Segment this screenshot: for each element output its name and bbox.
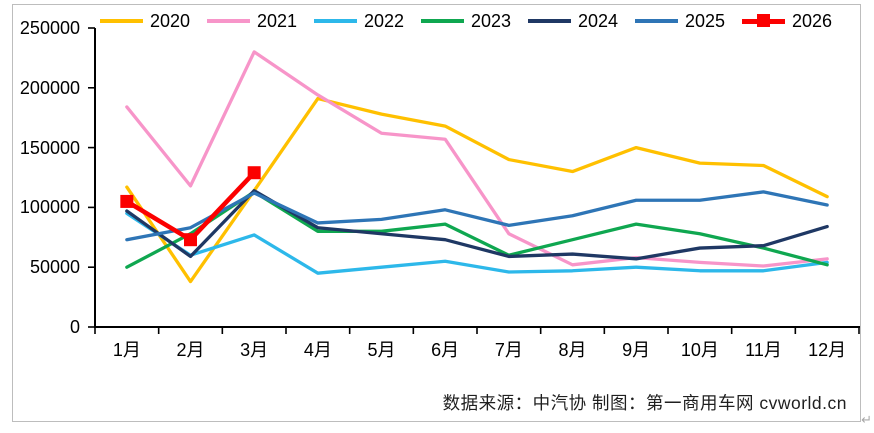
y-axis-label: 0: [69, 317, 80, 337]
series-line-2024: [125, 189, 829, 261]
legend-label: 2021: [257, 11, 298, 31]
y-axis-label: 150000: [19, 137, 80, 158]
x-axis-label: 3月: [240, 340, 269, 360]
y-axis-label: 50000: [29, 257, 80, 278]
legend-item-2022: 2022: [314, 11, 404, 31]
x-axis-label: 8月: [558, 340, 587, 360]
legend-item-2021: 2021: [207, 11, 297, 31]
y-axis-label: 250000: [19, 18, 80, 38]
legend-label: 2020: [150, 11, 191, 31]
x-axis-label: 10月: [680, 340, 719, 360]
legend-label: 2023: [471, 11, 512, 31]
legend-line-swatch-2025: [635, 19, 678, 23]
x-axis-label: 12月: [808, 340, 847, 360]
chart-legend: 2020 2021 2022 2023 2024 2025 2026: [0, 0, 874, 36]
y-axis-label: 200000: [19, 77, 80, 98]
series-line-2022: [125, 211, 829, 275]
legend-label: 2024: [578, 11, 619, 31]
legend-item-2023: 2023: [421, 11, 511, 31]
legend-label: 2026: [792, 11, 833, 31]
legend-line-swatch-2023: [421, 19, 464, 23]
series-marker-2026: [120, 194, 134, 208]
legend-marker-square: [757, 13, 770, 27]
legend-item-2026: 2026: [742, 11, 832, 31]
series-marker-2026: [184, 233, 197, 247]
return-mark-icon: ↵: [861, 412, 872, 427]
legend-item-2025: 2025: [635, 11, 725, 31]
y-axis-label: 100000: [19, 197, 80, 218]
x-axis-label: 6月: [431, 340, 460, 360]
legend-line-swatch-2020: [100, 19, 143, 23]
legend-line-swatch-2026: [742, 13, 785, 27]
footer-attribution: 数据来源：中汽协 制图：第一商用车网 cvworld.cn: [442, 393, 847, 413]
x-axis-label: 7月: [494, 340, 523, 360]
legend-item-2024: 2024: [528, 11, 618, 31]
series-line-2025: [125, 190, 829, 242]
series-marker-2026: [247, 166, 261, 180]
series-line-2023: [125, 190, 829, 269]
x-axis-label: 2月: [176, 340, 205, 360]
series-line-2020: [125, 96, 829, 284]
legend-line-swatch-2024: [528, 19, 571, 23]
legend-item-2020: 2020: [100, 11, 190, 31]
x-axis-label: 5月: [367, 340, 396, 360]
legend-line-swatch-2022: [314, 19, 357, 23]
legend-label: 2022: [364, 11, 405, 31]
x-axis-label: 11月: [745, 340, 782, 360]
x-axis-label: 4月: [303, 340, 332, 360]
x-axis-label: 1月: [112, 340, 141, 360]
x-axis-label: 9月: [622, 340, 651, 360]
legend-line-swatch-2021: [207, 19, 250, 23]
legend-label: 2025: [685, 11, 726, 31]
series-line-2021: [125, 50, 829, 268]
